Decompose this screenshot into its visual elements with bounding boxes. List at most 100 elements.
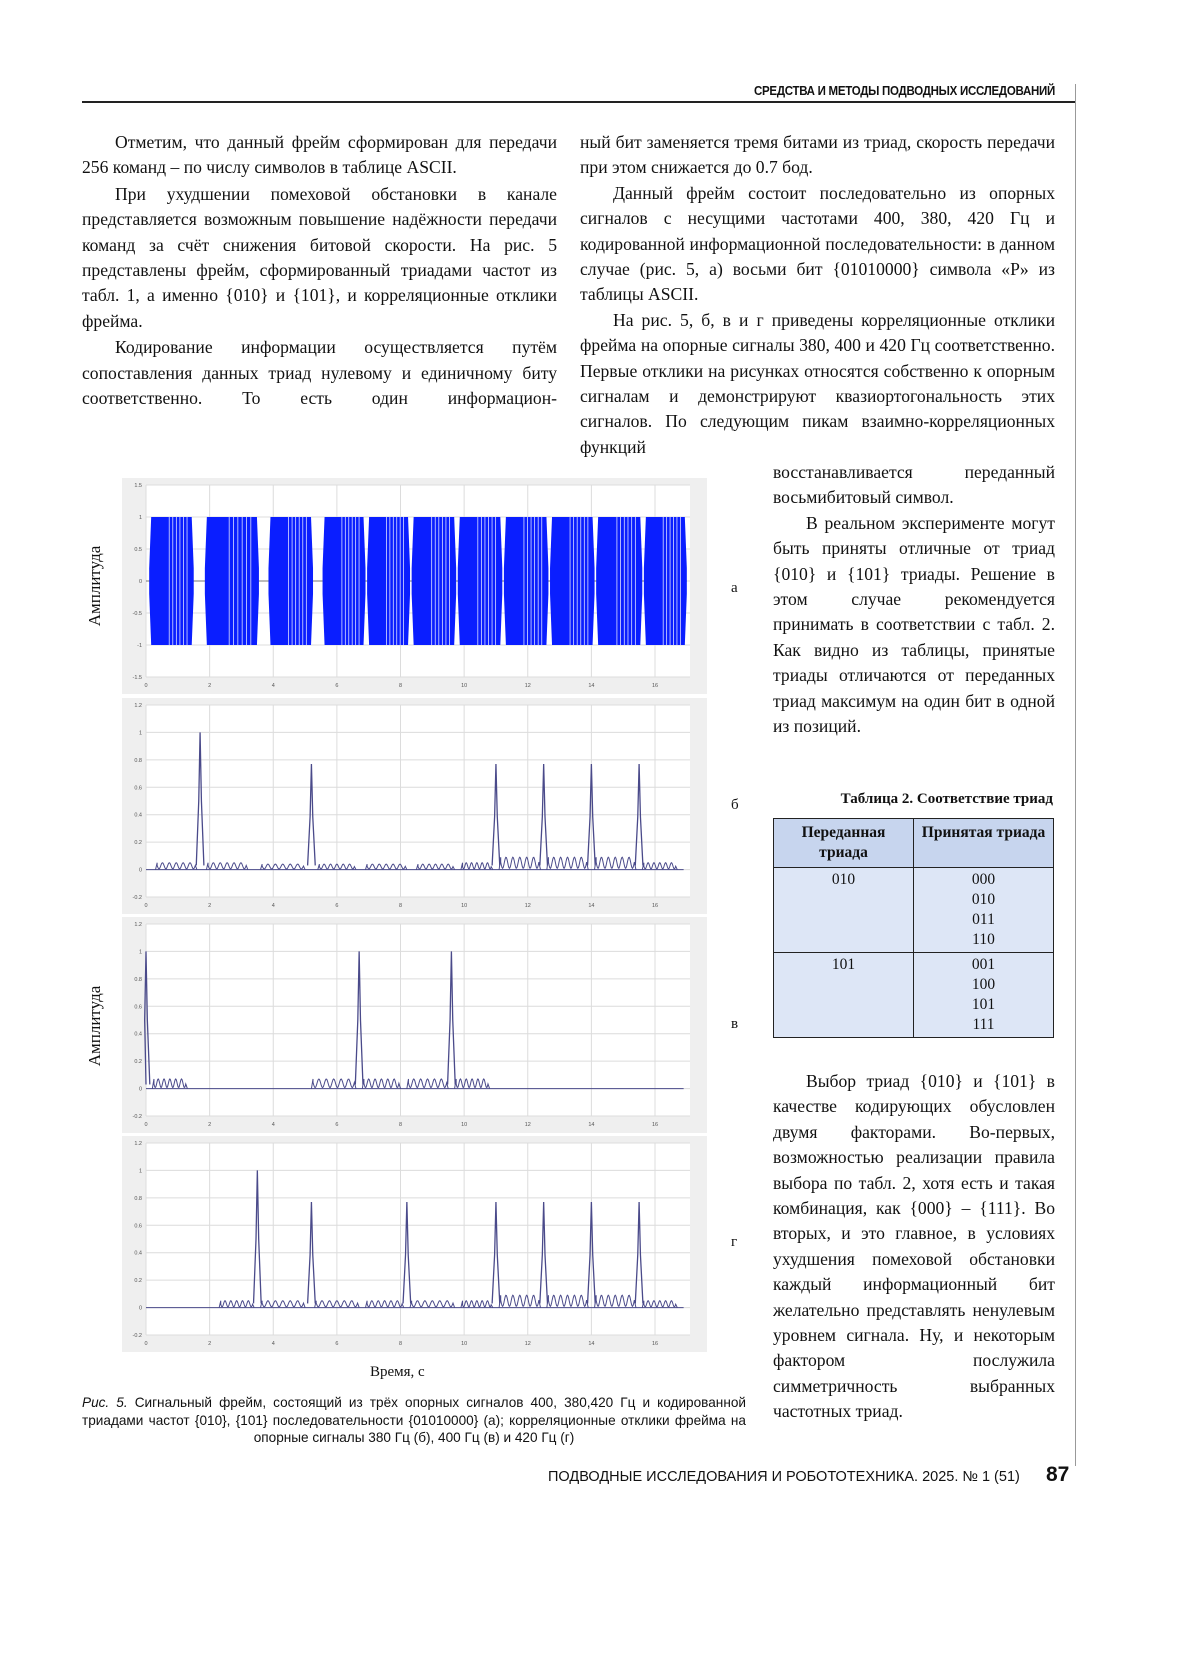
x-tick-label: 12 (525, 1122, 531, 1128)
right-column-narrow: восстанавливается переданный восьмибитов… (773, 460, 1055, 739)
x-tick-label: 10 (461, 903, 467, 909)
x-tick-label: 2 (208, 903, 211, 909)
y-tick-label: 0.6 (134, 785, 142, 791)
caption-text: Сигнальный фрейм, состоящий из трёх опор… (82, 1395, 746, 1445)
left-column: Отметим, что данный фрейм сформирован дл… (82, 130, 557, 411)
y-tick-label: 1 (139, 1168, 142, 1174)
header-rule (82, 101, 1076, 103)
x-tick-label: 0 (144, 1341, 147, 1347)
panel-label: б (731, 797, 739, 814)
chart-panel-v: 02468101214161.210.80.60.40.20-0.2 (122, 917, 707, 1133)
x-tick-label: 0 (144, 903, 147, 909)
signal-burst (644, 517, 687, 645)
y-tick-label: -0.5 (133, 611, 142, 617)
table-caption: Таблица 2. Соответствие триад (773, 791, 1053, 808)
y-tick-label: 0.6 (134, 1004, 142, 1010)
paragraph: восстанавливается переданный восьмибитов… (773, 460, 1055, 511)
paragraph: Выбор триад {010} и {101} в качестве код… (773, 1069, 1055, 1425)
y-tick-label: 1 (139, 949, 142, 955)
signal-burst (412, 517, 457, 645)
paragraph: Кодирование информации осуществляется пу… (82, 335, 557, 411)
x-tick-label: 14 (588, 903, 594, 909)
y-tick-label: 0.8 (134, 977, 142, 983)
x-tick-label: 8 (399, 683, 402, 689)
signal-burst (268, 517, 313, 645)
chart-svg: 02468101214161.210.80.60.40.20-0.2 (122, 1136, 707, 1352)
received-triad: 101 (918, 995, 1049, 1015)
x-tick-label: 4 (272, 1341, 275, 1347)
running-header: СРЕДСТВА И МЕТОДЫ ПОДВОДНЫХ ИССЛЕДОВАНИЙ (636, 84, 1055, 98)
journal-footer: ПОДВОДНЫЕ ИССЛЕДОВАНИЯ И РОБОТОТЕХНИКА. … (548, 1469, 1020, 1485)
y-tick-label: -1.5 (133, 675, 142, 681)
signal-burst (458, 517, 503, 645)
x-tick-label: 10 (461, 1122, 467, 1128)
x-tick-label: 0 (144, 683, 147, 689)
table-header-row: Переданная триада Принятая триада (774, 819, 1054, 868)
triads-table: Переданная триада Принятая триада 010 00… (773, 818, 1054, 1038)
y-tick-label: 0.2 (134, 1278, 142, 1284)
signal-burst (504, 517, 549, 645)
table-row: 010 000 010 011 110 (774, 868, 1054, 953)
sent-triad: 010 (774, 868, 914, 953)
received-triad: 001 (918, 955, 1049, 975)
y-tick-label: -0.2 (133, 1333, 142, 1339)
x-tick-label: 4 (272, 683, 275, 689)
panel-label: г (731, 1234, 737, 1251)
y-tick-label: 1.2 (134, 703, 142, 709)
signal-burst (205, 517, 259, 645)
signal-burst (367, 517, 410, 645)
paragraph: Отметим, что данный фрейм сформирован дл… (82, 130, 557, 181)
y-tick-label: 1.5 (134, 483, 142, 489)
x-tick-label: 16 (652, 1341, 658, 1347)
received-triad: 010 (918, 890, 1049, 910)
x-tick-label: 8 (399, 1341, 402, 1347)
received-triad: 000 (918, 870, 1049, 890)
received-triad: 011 (918, 910, 1049, 930)
chart-panel-g: 02468101214161.210.80.60.40.20-0.2 (122, 1136, 707, 1352)
y-tick-label: 0 (139, 868, 142, 874)
x-tick-label: 16 (652, 903, 658, 909)
x-tick-label: 14 (588, 683, 594, 689)
plot-area (146, 705, 690, 897)
signal-burst (550, 517, 595, 645)
column-header: Переданная триада (774, 819, 914, 868)
y-tick-label: 0.8 (134, 1196, 142, 1202)
chart-svg: 02468101214161.210.80.60.40.20-0.2 (122, 698, 707, 914)
x-tick-label: 10 (461, 1341, 467, 1347)
x-tick-label: 8 (399, 1122, 402, 1128)
right-column: ный бит заменяется тремя битами из триад… (580, 130, 1055, 460)
chart-panel-b: 02468101214161.210.80.60.40.20-0.2 (122, 698, 707, 914)
y-tick-label: 0.5 (134, 547, 142, 553)
page-edge-rule (1075, 84, 1076, 1466)
x-tick-label: 0 (144, 1122, 147, 1128)
received-triad: 111 (918, 1015, 1049, 1035)
x-tick-label: 12 (525, 903, 531, 909)
x-tick-label: 6 (335, 1122, 338, 1128)
panel-label: а (731, 580, 738, 597)
sent-triad: 101 (774, 953, 914, 1038)
y-tick-label: 1.2 (134, 1141, 142, 1147)
y-tick-label: 0.2 (134, 840, 142, 846)
chart-svg: 02468101214161.210.80.60.40.20-0.2 (122, 917, 707, 1133)
page-number: 87 (1046, 1463, 1069, 1487)
column-header: Принятая триада (914, 819, 1054, 868)
x-axis-label: Время, с (370, 1364, 425, 1381)
x-tick-label: 6 (335, 683, 338, 689)
panel-label: в (731, 1016, 738, 1033)
x-tick-label: 10 (461, 683, 467, 689)
chart-panel-a: 02468101214161.510.50-0.5-1-1.5 (122, 478, 707, 694)
signal-burst (323, 517, 366, 645)
received-triad: 110 (918, 930, 1049, 950)
y-axis-label: Амплитуда (85, 541, 105, 631)
caption-prefix: Рис. 5. (82, 1395, 128, 1410)
x-tick-label: 2 (208, 1122, 211, 1128)
y-tick-label: 0 (139, 1087, 142, 1093)
paragraph: На рис. 5, б, в и г приведены корреляцио… (580, 308, 1055, 460)
y-tick-label: 0 (139, 579, 142, 585)
signal-burst (596, 517, 642, 645)
paragraph: В реальном эксперименте могут быть приня… (773, 511, 1055, 740)
x-tick-label: 16 (652, 683, 658, 689)
received-triads: 001 100 101 111 (914, 953, 1054, 1038)
x-tick-label: 14 (588, 1341, 594, 1347)
x-tick-label: 12 (525, 1341, 531, 1347)
